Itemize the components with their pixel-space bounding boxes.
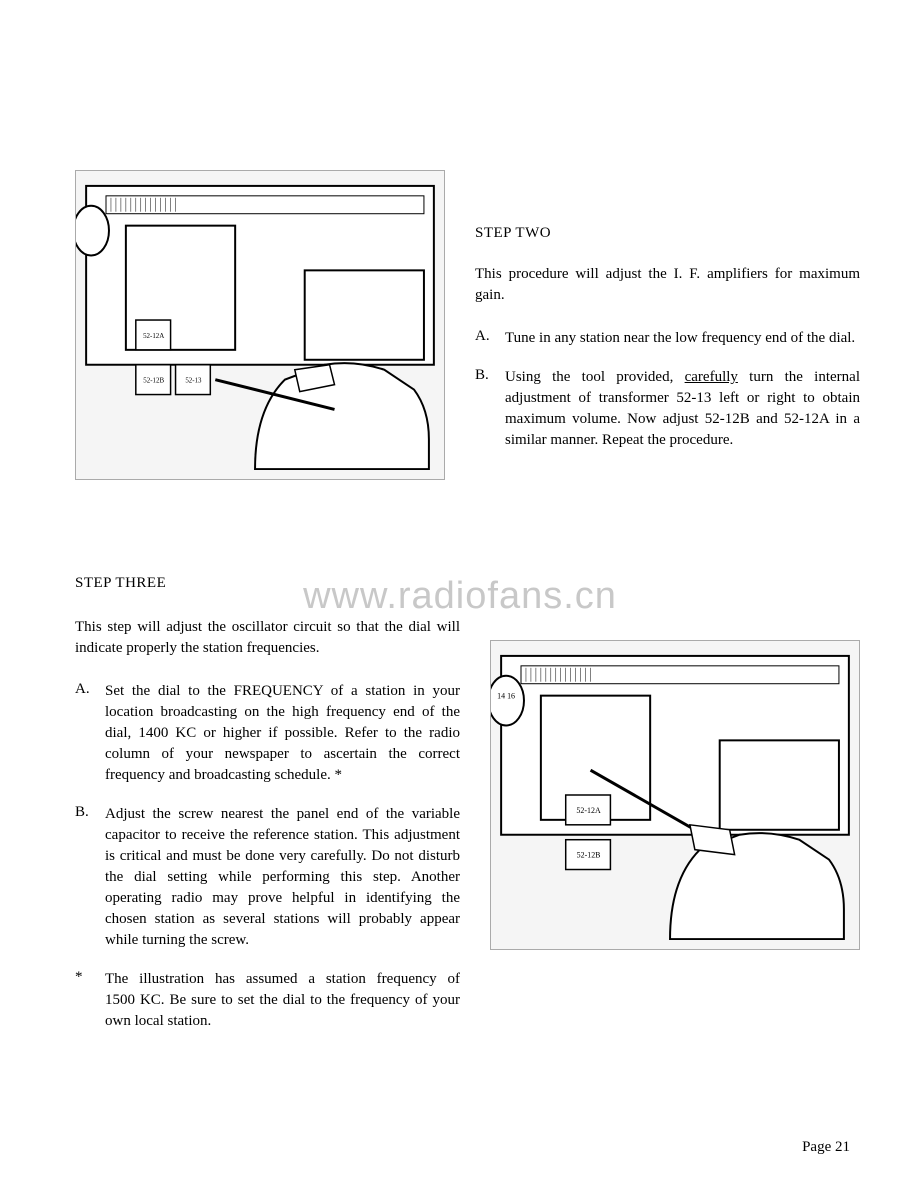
step-three-item-b: B. Adjust the screw nearest the panel en… [75, 804, 460, 951]
step-two-item-a: A. Tune in any station near the low freq… [475, 328, 860, 349]
step-two-item-b: B. Using the tool provided, carefully tu… [475, 367, 860, 451]
document-page: 52-12A 52-12B 52-13 STEP TWO This proced… [0, 0, 920, 1092]
svg-text:52-12B: 52-12B [143, 377, 164, 385]
svg-text:52-12A: 52-12A [576, 806, 601, 815]
step-three-heading: STEP THREE [75, 575, 460, 592]
list-marker: A. [475, 328, 505, 349]
step-three-illustration: 14 16 52-12A 52-12B [490, 640, 860, 950]
underlined-word: carefully [685, 369, 738, 385]
step-three-intro: This step will adjust the oscillator cir… [75, 617, 460, 659]
svg-text:52-12A: 52-12A [143, 332, 164, 340]
list-marker: B. [475, 367, 505, 451]
step-two-section: 52-12A 52-12B 52-13 STEP TWO This proced… [75, 170, 860, 480]
footnote-marker: * [75, 969, 105, 1032]
svg-text:14 16: 14 16 [497, 692, 515, 701]
list-text: Set the dial to the FREQUENCY of a stati… [105, 681, 460, 786]
list-text: Adjust the screw nearest the panel end o… [105, 804, 460, 951]
step-two-heading: STEP TWO [475, 225, 860, 242]
list-text: Tune in any station near the low frequen… [505, 328, 860, 349]
footnote-text: The illustration has assumed a station f… [105, 969, 460, 1032]
list-marker: B. [75, 804, 105, 951]
radio-adjustment-drawing-1: 52-12A 52-12B 52-13 [76, 171, 444, 479]
step-three-section: STEP THREE This step will adjust the osc… [75, 575, 860, 1032]
list-marker: A. [75, 681, 105, 786]
step-two-text: STEP TWO This procedure will adjust the … [475, 170, 860, 480]
step-three-text: STEP THREE This step will adjust the osc… [75, 575, 460, 1032]
step-three-footnote: * The illustration has assumed a station… [75, 969, 460, 1032]
svg-text:52-13: 52-13 [185, 377, 202, 385]
step-two-intro: This procedure will adjust the I. F. amp… [475, 264, 860, 306]
step-three-item-a: A. Set the dial to the FREQUENCY of a st… [75, 681, 460, 786]
page-number: Page 21 [802, 1139, 850, 1156]
list-text: Using the tool provided, carefully turn … [505, 367, 860, 451]
svg-text:52-12B: 52-12B [577, 851, 601, 860]
radio-adjustment-drawing-2: 14 16 52-12A 52-12B [491, 641, 859, 949]
step-two-illustration: 52-12A 52-12B 52-13 [75, 170, 445, 480]
